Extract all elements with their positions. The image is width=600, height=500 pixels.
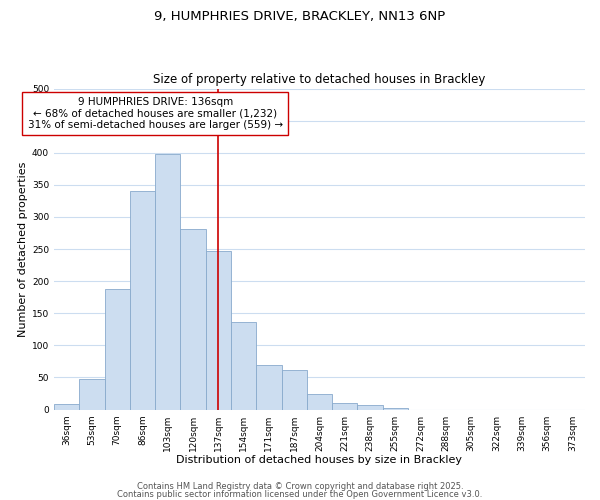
Bar	[383, 408, 408, 410]
Bar	[54, 404, 79, 409]
Bar	[358, 405, 383, 409]
Text: 9 HUMPHRIES DRIVE: 136sqm
← 68% of detached houses are smaller (1,232)
31% of se: 9 HUMPHRIES DRIVE: 136sqm ← 68% of detac…	[28, 97, 283, 130]
Bar	[79, 380, 104, 410]
Text: Contains HM Land Registry data © Crown copyright and database right 2025.: Contains HM Land Registry data © Crown c…	[137, 482, 463, 491]
Text: 9, HUMPHRIES DRIVE, BRACKLEY, NN13 6NP: 9, HUMPHRIES DRIVE, BRACKLEY, NN13 6NP	[154, 10, 446, 23]
Text: Contains public sector information licensed under the Open Government Licence v3: Contains public sector information licen…	[118, 490, 482, 499]
Bar	[281, 370, 307, 410]
Bar	[206, 251, 231, 410]
Bar	[231, 322, 256, 410]
Bar	[155, 154, 181, 409]
Bar	[332, 403, 358, 409]
Bar	[130, 192, 155, 410]
Bar	[181, 228, 206, 410]
Bar	[104, 289, 130, 410]
Title: Size of property relative to detached houses in Brackley: Size of property relative to detached ho…	[154, 73, 485, 86]
X-axis label: Distribution of detached houses by size in Brackley: Distribution of detached houses by size …	[176, 455, 463, 465]
Y-axis label: Number of detached properties: Number of detached properties	[18, 162, 28, 337]
Bar	[256, 364, 281, 410]
Bar	[307, 394, 332, 409]
